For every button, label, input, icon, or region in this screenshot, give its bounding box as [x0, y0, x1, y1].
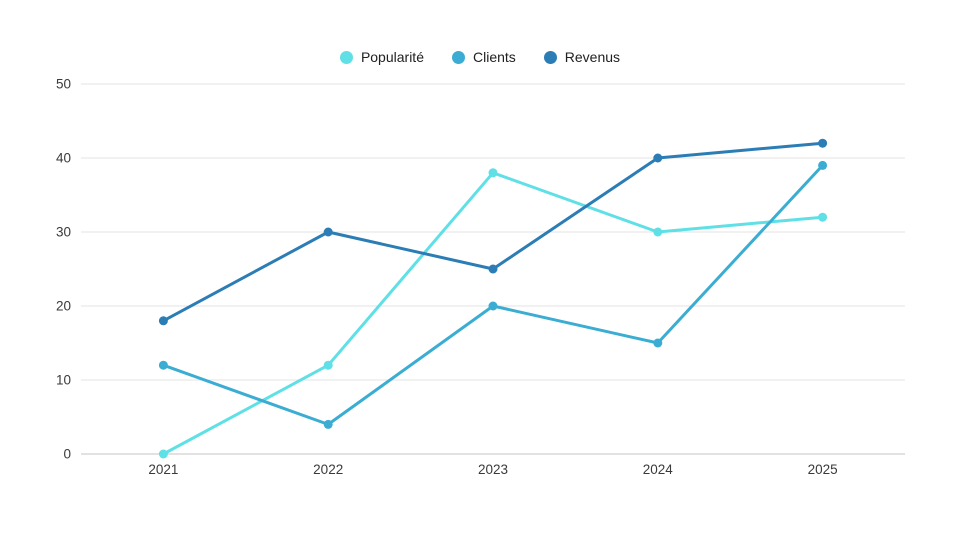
data-point-clients[interactable]	[488, 301, 498, 311]
y-tick-label: 30	[56, 225, 71, 240]
data-point-revenus[interactable]	[653, 153, 663, 163]
legend-label: Revenus	[564, 49, 621, 65]
data-point-revenus[interactable]	[158, 316, 168, 326]
legend-label: Clients	[472, 49, 516, 65]
y-tick-label: 40	[56, 151, 71, 166]
x-tick-label: 2021	[148, 462, 178, 477]
y-tick-label: 10	[56, 373, 71, 388]
data-point-revenus[interactable]	[488, 264, 498, 274]
series-line-clients	[161, 163, 825, 426]
data-point-revenus[interactable]	[818, 138, 828, 148]
data-point-clients[interactable]	[653, 338, 663, 348]
y-tick-label: 20	[56, 299, 71, 314]
data-point-clients[interactable]	[158, 360, 168, 370]
data-point-revenus[interactable]	[323, 227, 333, 237]
y-tick-label: 0	[63, 447, 71, 462]
legend-dot-popularite	[339, 50, 353, 64]
legend-item-popularite[interactable]: Popularité	[339, 49, 424, 65]
legend-label: Popularité	[360, 49, 424, 65]
data-point-popularite[interactable]	[158, 449, 168, 459]
data-point-clients[interactable]	[818, 160, 828, 170]
y-tick-label: 50	[56, 77, 71, 92]
x-tick-label: 2024	[643, 462, 674, 477]
x-tick-label: 2025	[808, 462, 838, 477]
chart-legend: Popularité Clients Revenus	[0, 44, 960, 70]
x-tick-label: 2023	[478, 462, 508, 477]
series-line-popularite	[161, 171, 825, 456]
legend-item-revenus[interactable]: Revenus	[543, 49, 621, 65]
data-point-popularite[interactable]	[818, 212, 828, 222]
legend-item-clients[interactable]: Clients	[451, 49, 516, 65]
data-point-popularite[interactable]	[323, 360, 333, 370]
data-point-popularite[interactable]	[488, 168, 498, 178]
data-point-clients[interactable]	[323, 419, 333, 429]
legend-dot-clients	[451, 50, 465, 64]
x-tick-label: 2022	[313, 462, 343, 477]
legend-dot-revenus	[543, 50, 557, 64]
data-point-popularite[interactable]	[653, 227, 663, 237]
